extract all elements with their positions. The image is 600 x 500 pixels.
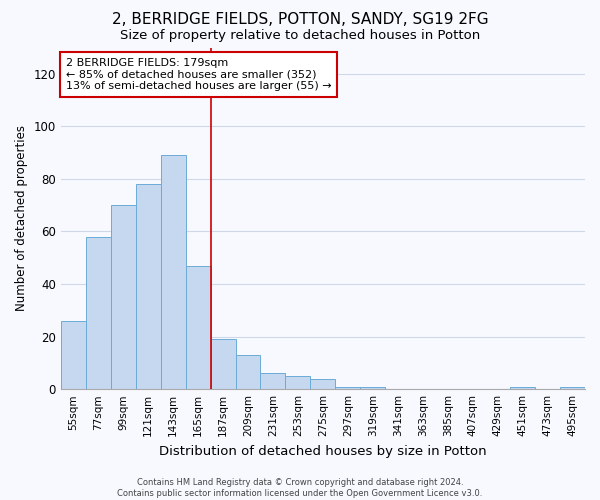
Text: 2 BERRIDGE FIELDS: 179sqm
← 85% of detached houses are smaller (352)
13% of semi: 2 BERRIDGE FIELDS: 179sqm ← 85% of detac… bbox=[66, 58, 332, 91]
Text: 2, BERRIDGE FIELDS, POTTON, SANDY, SG19 2FG: 2, BERRIDGE FIELDS, POTTON, SANDY, SG19 … bbox=[112, 12, 488, 28]
Bar bbox=[136, 184, 161, 389]
Bar bbox=[211, 339, 236, 389]
Bar bbox=[310, 378, 335, 389]
Bar bbox=[185, 266, 211, 389]
Bar bbox=[161, 156, 185, 389]
Bar bbox=[61, 321, 86, 389]
Bar bbox=[560, 386, 585, 389]
Bar bbox=[286, 376, 310, 389]
Bar bbox=[335, 386, 361, 389]
Bar bbox=[236, 355, 260, 389]
Text: Size of property relative to detached houses in Potton: Size of property relative to detached ho… bbox=[120, 29, 480, 42]
Bar bbox=[111, 205, 136, 389]
Y-axis label: Number of detached properties: Number of detached properties bbox=[15, 126, 28, 312]
Bar bbox=[510, 386, 535, 389]
Bar bbox=[260, 374, 286, 389]
X-axis label: Distribution of detached houses by size in Potton: Distribution of detached houses by size … bbox=[159, 444, 487, 458]
Text: Contains HM Land Registry data © Crown copyright and database right 2024.
Contai: Contains HM Land Registry data © Crown c… bbox=[118, 478, 482, 498]
Bar bbox=[361, 386, 385, 389]
Bar bbox=[86, 236, 111, 389]
